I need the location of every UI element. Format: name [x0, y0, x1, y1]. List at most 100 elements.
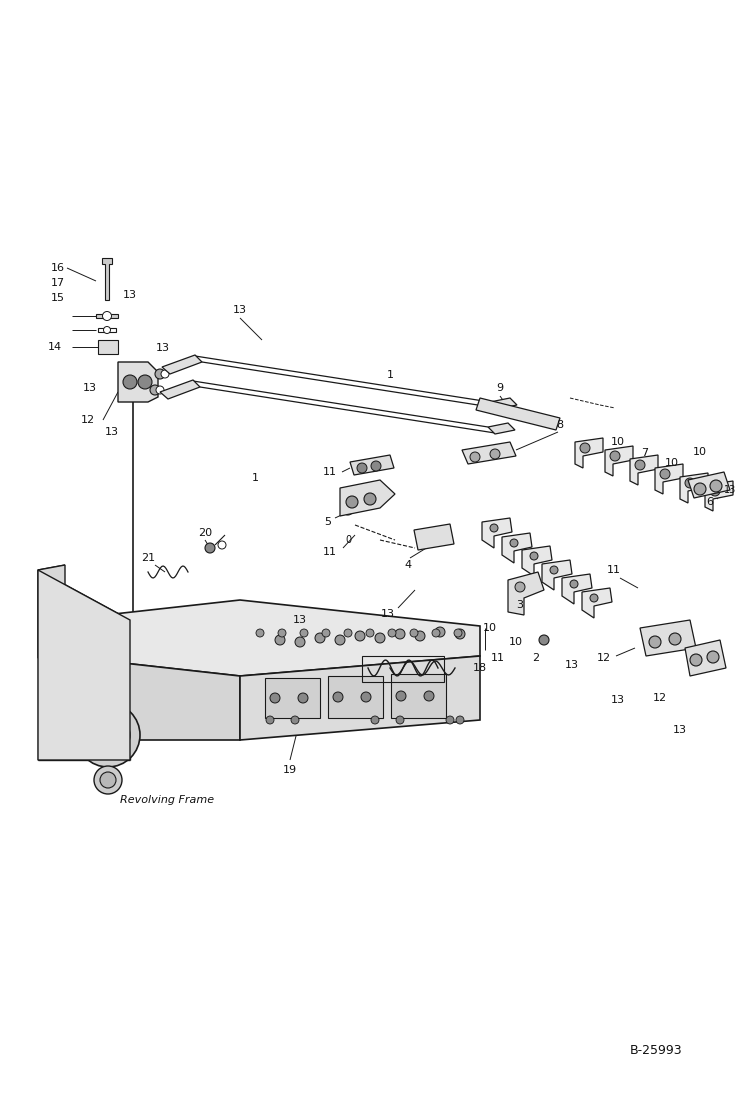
Circle shape	[275, 635, 285, 645]
Circle shape	[100, 772, 116, 788]
Text: 6: 6	[706, 497, 714, 507]
Circle shape	[352, 504, 360, 512]
Circle shape	[456, 716, 464, 724]
Polygon shape	[98, 328, 116, 332]
Circle shape	[103, 312, 112, 320]
Circle shape	[435, 627, 445, 637]
Circle shape	[343, 505, 353, 514]
Text: 11: 11	[491, 653, 505, 663]
Circle shape	[346, 496, 358, 508]
Text: B-25993: B-25993	[630, 1043, 682, 1056]
Circle shape	[515, 583, 525, 592]
Circle shape	[395, 629, 405, 638]
Circle shape	[138, 375, 152, 389]
Polygon shape	[240, 656, 480, 740]
Circle shape	[590, 593, 598, 602]
Polygon shape	[118, 362, 158, 402]
Circle shape	[690, 654, 702, 666]
Text: 8: 8	[557, 420, 563, 430]
Circle shape	[470, 452, 480, 462]
Text: 13: 13	[123, 290, 137, 299]
Polygon shape	[462, 442, 516, 464]
Circle shape	[126, 633, 140, 647]
Polygon shape	[502, 533, 532, 563]
Circle shape	[205, 543, 215, 553]
Text: 13: 13	[611, 695, 625, 705]
Circle shape	[710, 480, 722, 491]
Polygon shape	[522, 546, 552, 576]
Circle shape	[300, 629, 308, 637]
Circle shape	[364, 493, 376, 505]
Text: Revolving Frame: Revolving Frame	[120, 795, 214, 805]
Circle shape	[550, 566, 558, 574]
Text: 17: 17	[51, 278, 65, 289]
Circle shape	[123, 375, 137, 389]
Circle shape	[357, 463, 367, 473]
Text: 10: 10	[611, 437, 625, 446]
Polygon shape	[655, 464, 683, 494]
Polygon shape	[705, 480, 733, 511]
Circle shape	[610, 451, 620, 461]
Polygon shape	[476, 398, 560, 430]
Text: 11: 11	[323, 467, 337, 477]
Polygon shape	[96, 314, 118, 318]
Polygon shape	[38, 570, 130, 760]
Polygon shape	[562, 574, 592, 604]
Circle shape	[539, 635, 549, 645]
Circle shape	[454, 629, 462, 637]
Circle shape	[278, 629, 286, 637]
Text: 21: 21	[141, 553, 155, 563]
Text: 2: 2	[533, 653, 539, 663]
Circle shape	[707, 651, 719, 663]
Text: 5: 5	[324, 517, 332, 527]
Circle shape	[415, 631, 425, 641]
Text: 13: 13	[105, 427, 119, 437]
Circle shape	[410, 629, 418, 637]
Polygon shape	[350, 455, 394, 475]
Polygon shape	[680, 473, 708, 504]
Polygon shape	[340, 480, 395, 516]
Polygon shape	[685, 640, 726, 676]
Text: 0: 0	[345, 535, 351, 545]
Bar	[98, 340, 118, 354]
Text: 12: 12	[597, 653, 611, 663]
Polygon shape	[162, 355, 202, 374]
Text: 10: 10	[693, 446, 707, 457]
Circle shape	[510, 539, 518, 547]
Text: 13: 13	[565, 660, 579, 670]
Circle shape	[86, 713, 130, 757]
Circle shape	[424, 691, 434, 701]
Polygon shape	[60, 656, 240, 740]
Circle shape	[155, 369, 165, 378]
Bar	[391, 674, 446, 719]
Polygon shape	[482, 518, 512, 548]
Text: 11: 11	[323, 547, 337, 557]
Circle shape	[298, 693, 308, 703]
Text: 13: 13	[83, 383, 97, 393]
Circle shape	[322, 629, 330, 637]
Polygon shape	[488, 423, 515, 434]
Text: 12: 12	[81, 415, 95, 425]
Circle shape	[710, 486, 720, 496]
Circle shape	[396, 716, 404, 724]
Polygon shape	[414, 524, 454, 550]
Circle shape	[580, 443, 590, 453]
Polygon shape	[490, 398, 517, 409]
Circle shape	[270, 693, 280, 703]
Circle shape	[375, 633, 385, 643]
Text: 13: 13	[156, 343, 170, 353]
Text: 4: 4	[404, 559, 411, 570]
Text: 13: 13	[673, 725, 687, 735]
Circle shape	[361, 692, 371, 702]
Text: 1: 1	[386, 370, 393, 380]
Circle shape	[388, 629, 396, 637]
Circle shape	[371, 461, 381, 471]
Circle shape	[335, 635, 345, 645]
Text: 15: 15	[51, 293, 65, 303]
Polygon shape	[688, 472, 730, 498]
Text: 9: 9	[497, 383, 503, 393]
Text: 14: 14	[48, 342, 62, 352]
Circle shape	[76, 703, 140, 767]
Text: 13: 13	[233, 305, 247, 315]
Circle shape	[649, 636, 661, 648]
